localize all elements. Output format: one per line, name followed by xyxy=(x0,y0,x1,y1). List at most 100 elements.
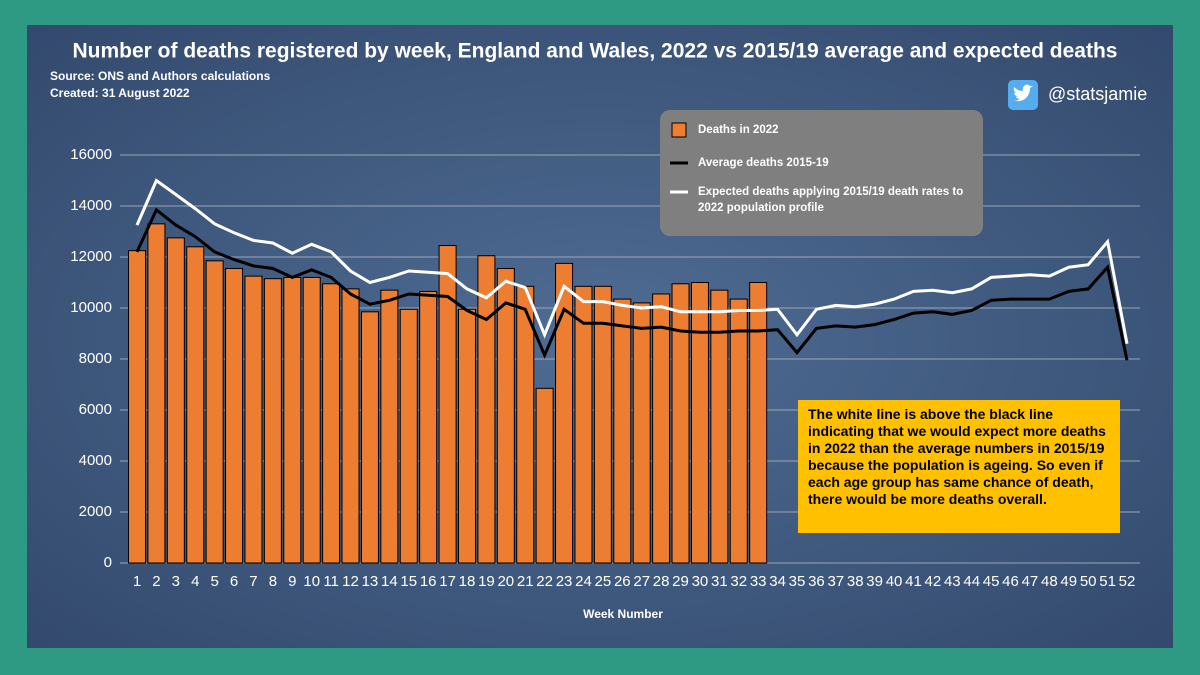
bar xyxy=(632,302,651,564)
x-tick-label: 12 xyxy=(342,573,359,590)
x-tick-label: 19 xyxy=(478,573,495,590)
x-tick-label: 37 xyxy=(827,573,844,590)
legend-label: Expected deaths applying 2015/19 death r… xyxy=(698,186,964,214)
x-tick-label: 48 xyxy=(1041,573,1058,590)
y-tick-label: 6000 xyxy=(79,401,112,418)
bar xyxy=(360,311,379,564)
x-tick-label: 26 xyxy=(614,573,631,590)
subtitle: Source: ONS and Authors calculations xyxy=(50,69,271,83)
handle: @statsjamie xyxy=(1048,84,1147,104)
annotation: The white line is above the black line i… xyxy=(798,400,1120,533)
bar xyxy=(496,267,515,564)
bar xyxy=(263,278,282,564)
bar xyxy=(244,275,263,564)
chart-title: Number of deaths registered by week, Eng… xyxy=(73,40,1118,63)
bar xyxy=(205,260,224,564)
bar xyxy=(690,282,709,564)
y-tick-label: 14000 xyxy=(70,197,112,214)
x-tick-label: 15 xyxy=(400,573,417,590)
x-tick-label: 42 xyxy=(925,573,942,590)
y-tick-label: 8000 xyxy=(79,350,112,367)
x-tick-label: 18 xyxy=(459,573,476,590)
bar xyxy=(535,387,554,564)
legend-label: Deaths in 2022 xyxy=(698,124,779,136)
x-tick-label: 16 xyxy=(420,573,437,590)
legend-label: Average deaths 2015-19 xyxy=(698,157,829,169)
x-tick-label: 5 xyxy=(210,573,218,590)
bar xyxy=(186,246,205,564)
x-tick-label: 28 xyxy=(653,573,670,590)
x-axis-label: Week Number xyxy=(583,607,663,621)
bar xyxy=(477,255,496,564)
x-tick-label: 20 xyxy=(497,573,514,590)
x-tick-label: 33 xyxy=(750,573,767,590)
x-tick-label: 17 xyxy=(439,573,456,590)
x-tick-label: 52 xyxy=(1119,573,1136,590)
x-tick-label: 31 xyxy=(711,573,728,590)
bar xyxy=(555,262,574,564)
x-tick-label: 25 xyxy=(595,573,612,590)
y-tick-label: 12000 xyxy=(70,248,112,265)
created: Created: 31 August 2022 xyxy=(50,86,190,100)
bar xyxy=(419,290,438,564)
x-tick-label: 49 xyxy=(1060,573,1077,590)
x-tick-label: 13 xyxy=(362,573,379,590)
x-tick-label: 24 xyxy=(575,573,592,590)
x-tick-label: 9 xyxy=(288,573,296,590)
x-tick-label: 34 xyxy=(769,573,786,590)
legend-swatch xyxy=(671,122,687,138)
x-tick-label: 46 xyxy=(1002,573,1019,590)
bar xyxy=(652,293,671,564)
bar xyxy=(128,250,146,564)
x-tick-label: 21 xyxy=(517,573,534,590)
bar xyxy=(671,283,690,564)
bar xyxy=(341,288,360,564)
bar xyxy=(283,276,302,564)
x-tick-label: 32 xyxy=(730,573,747,590)
bar xyxy=(593,285,612,564)
y-tick-label: 0 xyxy=(104,554,112,571)
x-tick-label: 29 xyxy=(672,573,689,590)
y-tick-label: 4000 xyxy=(79,452,112,469)
bar xyxy=(225,267,244,564)
y-tick-label: 2000 xyxy=(79,503,112,520)
x-tick-label: 1 xyxy=(133,573,141,590)
x-tick-label: 51 xyxy=(1099,573,1116,590)
x-tick-label: 2 xyxy=(152,573,160,590)
bar xyxy=(749,282,768,564)
line xyxy=(135,207,1129,361)
bar xyxy=(729,298,748,564)
x-tick-label: 3 xyxy=(172,573,180,590)
bar xyxy=(147,223,166,564)
y-tick-label: 16000 xyxy=(70,146,112,163)
x-tick-label: 4 xyxy=(191,573,199,590)
bar xyxy=(166,237,185,564)
x-tick-label: 38 xyxy=(847,573,864,590)
legend-body xyxy=(670,122,688,194)
x-tick-label: 40 xyxy=(886,573,903,590)
x-tick-label: 41 xyxy=(905,573,922,590)
x-tick-label: 47 xyxy=(1022,573,1039,590)
x-tick-label: 7 xyxy=(249,573,257,590)
x-tick-label: 45 xyxy=(983,573,1000,590)
x-tick-label: 10 xyxy=(303,573,320,590)
bar xyxy=(613,298,632,564)
x-tick-label: 14 xyxy=(381,573,398,590)
x-tick-label: 36 xyxy=(808,573,825,590)
x-tick-label: 43 xyxy=(944,573,961,590)
bar xyxy=(438,245,457,564)
bar xyxy=(574,285,593,564)
x-tick-label: 27 xyxy=(633,573,650,590)
twitter-bird xyxy=(1013,84,1033,102)
y-tick-label: 10000 xyxy=(70,299,112,316)
bar xyxy=(302,276,321,564)
bar xyxy=(399,308,418,564)
line xyxy=(135,178,1129,344)
bar xyxy=(322,283,341,564)
x-tick-label: 8 xyxy=(269,573,277,590)
x-tick-label: 6 xyxy=(230,573,238,590)
x-tick-label: 50 xyxy=(1080,573,1097,590)
bar xyxy=(710,289,729,564)
